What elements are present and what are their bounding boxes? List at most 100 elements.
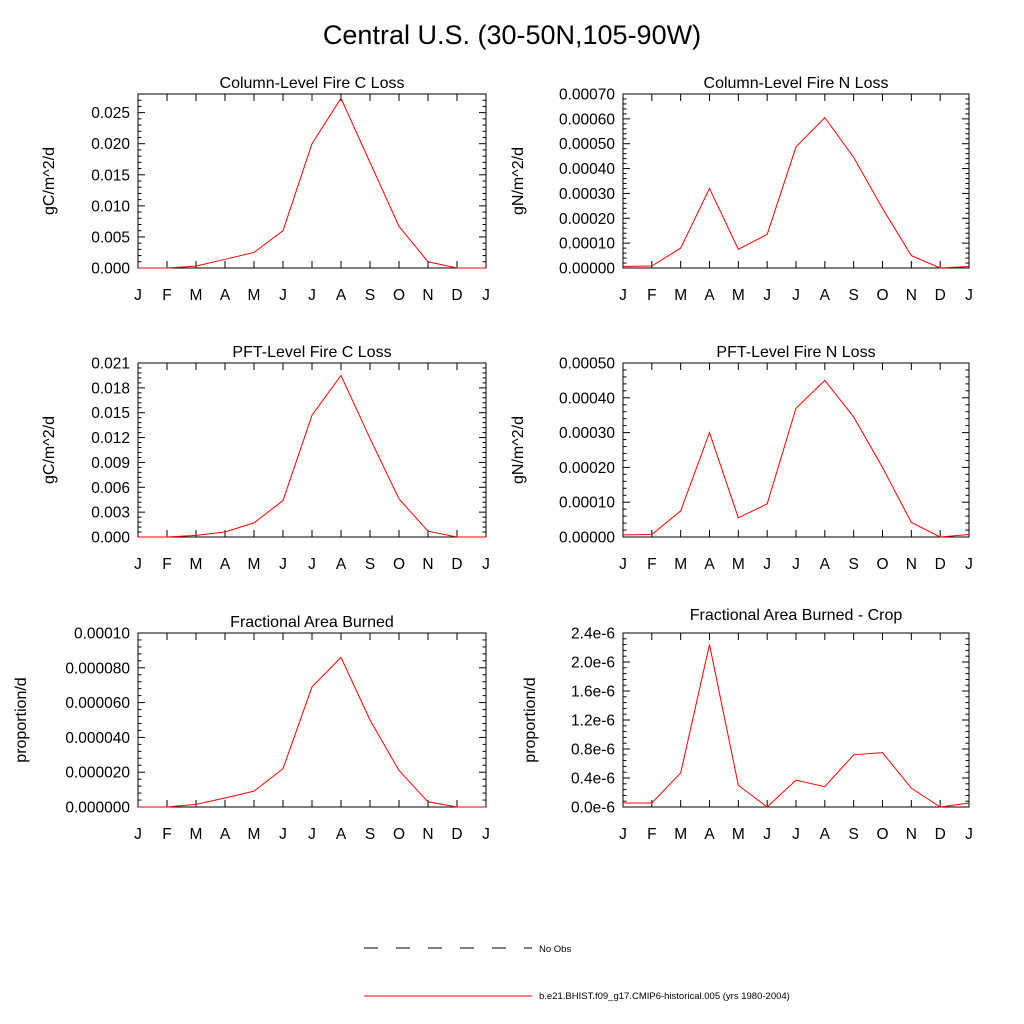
plot-frame: [622, 93, 970, 269]
x-tick-label: M: [674, 826, 687, 843]
x-tick-label: A: [220, 826, 231, 843]
x-tick-label: M: [674, 556, 687, 573]
x-tick-label: J: [308, 826, 316, 843]
x-tick-label: D: [935, 287, 946, 304]
y-tick-label: 0.005: [91, 229, 130, 246]
plot-frame: [137, 632, 487, 808]
plot-frame: [137, 93, 487, 269]
chart-title: Fractional Area Burned - Crop: [690, 607, 903, 624]
x-tick-label: D: [451, 556, 462, 573]
series-line: [622, 116, 970, 269]
chart-title: Column-Level Fire C Loss: [220, 75, 405, 92]
x-tick-label: D: [451, 826, 462, 843]
x-tick-label: A: [704, 287, 715, 304]
series-line: [138, 97, 486, 269]
y-tick-label: 0.006: [91, 480, 130, 497]
x-tick-label: F: [162, 826, 171, 843]
x-tick-label: A: [336, 826, 347, 843]
y-tick-label: 2.0e-6: [571, 655, 615, 672]
x-tick-label: A: [220, 556, 231, 573]
y-tick-label: 0.009: [91, 455, 130, 472]
x-tick-label: J: [279, 287, 287, 304]
y-tick-label: 0.012: [91, 430, 130, 447]
plot-frame: [137, 362, 487, 538]
x-tick-label: J: [792, 826, 800, 843]
x-tick-label: O: [876, 826, 888, 843]
y-tick-label: 0.00000: [559, 261, 615, 278]
plot-frame: [622, 632, 970, 808]
legend-label-model-run: b.e21.BHIST.f09_g17.CMIP6-historical.005…: [539, 991, 790, 1002]
y-tick-label: 0.000060: [65, 695, 130, 712]
series-line: [138, 656, 486, 808]
x-tick-label: S: [365, 826, 375, 843]
x-tick-label: D: [935, 556, 946, 573]
page-title: Central U.S. (30-50N,105-90W): [322, 20, 702, 50]
x-tick-label: J: [482, 826, 490, 843]
y-tick-label: 0.000020: [65, 765, 130, 782]
x-tick-label: J: [965, 287, 973, 304]
x-tick-label: A: [220, 287, 231, 304]
x-tick-label: D: [935, 826, 946, 843]
x-tick-label: J: [619, 556, 627, 573]
y-tick-label: 0.00070: [559, 87, 615, 104]
legend-label-no-obs: No Obs: [539, 944, 571, 955]
x-tick-label: F: [647, 287, 656, 304]
y-tick-label: 0.018: [91, 380, 130, 397]
y-tick-label: 0.00000: [559, 530, 615, 547]
x-tick-label: M: [190, 287, 203, 304]
x-tick-label: J: [763, 556, 771, 573]
y-tick-label: 0.00030: [559, 186, 615, 203]
y-tick-label: 0.020: [91, 136, 130, 153]
x-tick-label: F: [647, 826, 656, 843]
x-tick-label: J: [482, 287, 490, 304]
chart-title: Column-Level Fire N Loss: [704, 75, 889, 92]
y-axis-label: gN/m^2/d: [510, 147, 527, 215]
x-tick-label: J: [792, 287, 800, 304]
x-tick-label: S: [365, 556, 375, 573]
x-tick-label: S: [848, 556, 858, 573]
x-tick-label: J: [763, 826, 771, 843]
x-tick-label: M: [248, 826, 261, 843]
y-tick-label: 0.025: [91, 105, 130, 122]
y-tick-label: 0.8e-6: [571, 742, 615, 759]
y-tick-label: 0.00010: [74, 626, 130, 643]
x-tick-label: J: [308, 287, 316, 304]
x-tick-label: N: [906, 287, 917, 304]
x-tick-label: O: [876, 556, 888, 573]
legend: No Obs b.e21.BHIST.f09_g17.CMIP6-historic…: [364, 944, 790, 1002]
y-tick-label: 0.00040: [559, 161, 615, 178]
y-axis-label: proportion/d: [13, 677, 30, 762]
x-tick-label: J: [792, 556, 800, 573]
y-tick-label: 0.00020: [559, 211, 615, 228]
x-tick-label: A: [820, 826, 831, 843]
x-tick-label: J: [965, 556, 973, 573]
y-tick-label: 0.000: [91, 261, 130, 278]
y-tick-label: 0.015: [91, 405, 130, 422]
y-tick-label: 0.00030: [559, 425, 615, 442]
x-tick-label: M: [732, 287, 745, 304]
x-tick-label: J: [619, 826, 627, 843]
x-tick-label: A: [336, 287, 347, 304]
y-tick-label: 1.6e-6: [571, 684, 615, 701]
x-tick-label: A: [336, 556, 347, 573]
y-axis-label: gC/m^2/d: [41, 147, 58, 215]
x-tick-label: M: [190, 826, 203, 843]
y-tick-label: 0.4e-6: [571, 771, 615, 788]
plot-frame: [622, 362, 970, 538]
x-tick-label: M: [248, 287, 261, 304]
y-tick-label: 1.2e-6: [571, 713, 615, 730]
x-tick-label: J: [763, 287, 771, 304]
y-tick-label: 0.00010: [559, 495, 615, 512]
x-tick-label: J: [134, 556, 142, 573]
x-tick-label: A: [820, 287, 831, 304]
x-tick-label: O: [393, 826, 405, 843]
chart-title: PFT-Level Fire C Loss: [232, 344, 391, 361]
x-tick-label: N: [422, 826, 433, 843]
x-tick-label: N: [906, 556, 917, 573]
x-tick-label: O: [876, 287, 888, 304]
x-tick-label: D: [451, 287, 462, 304]
x-tick-label: N: [906, 826, 917, 843]
x-tick-label: M: [190, 556, 203, 573]
